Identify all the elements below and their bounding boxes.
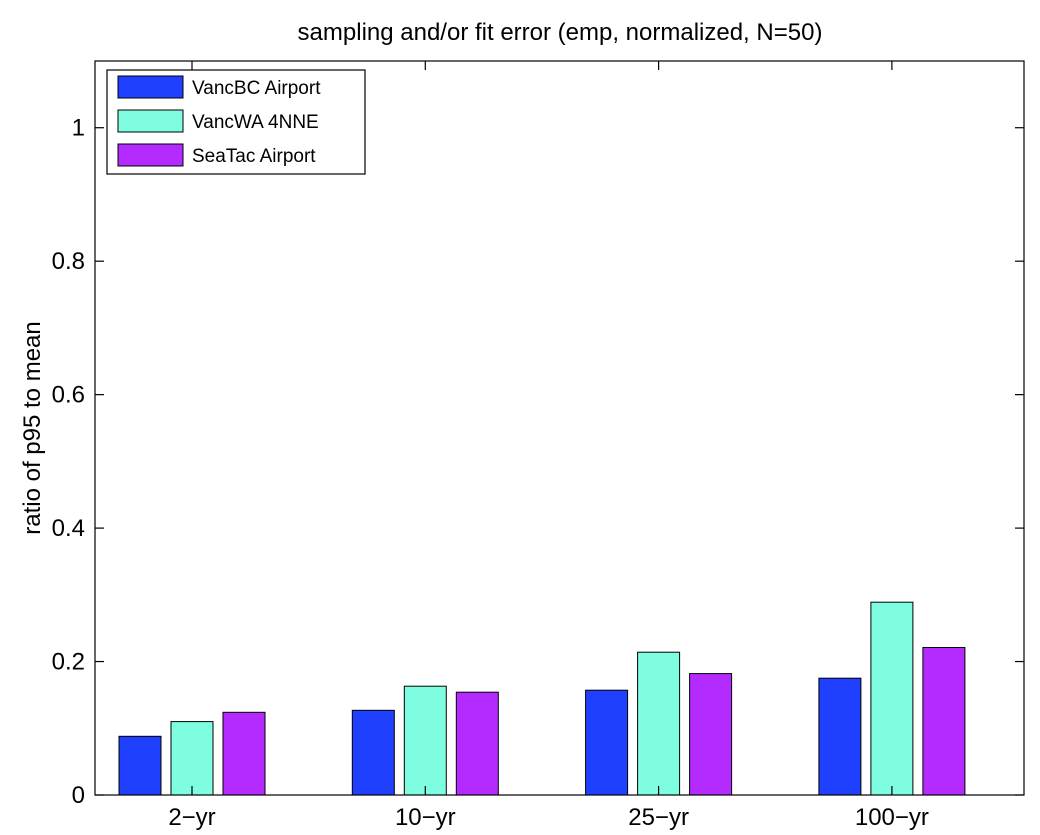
x-tick-label: 2−yr — [168, 804, 215, 831]
bar-1-4 — [818, 677, 862, 796]
x-tick-label: 100−yr — [855, 804, 929, 831]
bar-1-3 — [585, 689, 629, 796]
legend-swatch — [117, 75, 184, 99]
legend-swatch — [117, 143, 184, 167]
bar-2-3 — [637, 651, 681, 796]
bars-layer — [118, 601, 966, 796]
bar-3-1 — [222, 711, 266, 796]
ticks-layer: 0 0.2 0.4 0.6 0.8 1 2−yr 10−yr 25−yr 100−yr — [52, 61, 1024, 831]
plot-frame — [94, 60, 1025, 796]
legend-label: VancWA 4NNE — [192, 112, 319, 133]
bar-1-2 — [351, 709, 395, 796]
y-tick-label: 0.8 — [52, 248, 85, 275]
bar-2-2 — [403, 685, 447, 796]
plot-area — [95, 61, 1024, 795]
chart-title: sampling and/or fit error (emp, normaliz… — [298, 19, 823, 46]
y-tick-label: 0.2 — [52, 649, 85, 676]
x-tick-label: 25−yr — [628, 804, 689, 831]
y-axis-label: ratio of p95 to mean — [19, 321, 46, 534]
bar-3-3 — [689, 673, 733, 796]
y-tick-label: 1 — [72, 115, 85, 142]
bar-2-4 — [870, 601, 914, 796]
y-tick-label: 0.4 — [52, 515, 85, 542]
legend: VancBC Airport VancWA 4NNE SeaTac Airport — [106, 69, 366, 175]
bar-3-4 — [922, 647, 966, 796]
x-tick-label: 10−yr — [395, 804, 456, 831]
bar-2-1 — [170, 721, 214, 796]
bar-1-1 — [118, 735, 162, 796]
y-tick-label: 0 — [72, 782, 85, 809]
bar-3-2 — [455, 691, 499, 796]
legend-label: VancBC Airport — [192, 78, 321, 99]
y-tick-label: 0.6 — [52, 382, 85, 409]
legend-label: SeaTac Airport — [192, 146, 316, 167]
legend-swatch — [117, 109, 184, 133]
